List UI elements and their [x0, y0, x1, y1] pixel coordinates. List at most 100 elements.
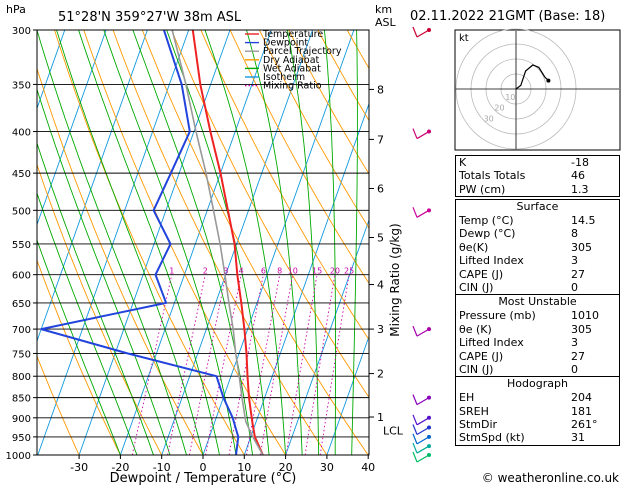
- x-axis-label: Dewpoint / Temperature (°C): [110, 471, 297, 486]
- wind-barb-feather: [412, 414, 418, 426]
- wind-barb-dot: [427, 415, 431, 420]
- right-axis-unit-km: km: [375, 3, 392, 16]
- index-label: K: [459, 156, 467, 169]
- wind-barbs: [412, 26, 431, 463]
- surface-row: θe(K) 305: [456, 241, 619, 254]
- hodo-label: EH: [459, 391, 475, 405]
- hodo-label: StmSpd (kt): [459, 431, 525, 445]
- index-label: PW (cm): [459, 182, 506, 196]
- wind-barb-dot: [427, 327, 431, 332]
- hodo-label: SREH: [459, 404, 489, 418]
- height-tick-label: 4: [377, 279, 384, 292]
- mixing-ratio-line: [188, 274, 227, 455]
- wind-barb: [416, 397, 430, 406]
- hodograph-frame: [454, 29, 621, 151]
- height-tick-label: 5: [377, 231, 384, 244]
- hodo-row: StmSpd (kt) 31: [456, 431, 619, 444]
- height-axis: 8 7 6 5 4 3 2 1: [369, 83, 384, 424]
- mixing-ratio-label: 4: [239, 267, 244, 276]
- wind-barb-feather: [412, 128, 418, 139]
- pressure-tick-label: 650: [12, 299, 31, 310]
- pressure-tick-label: 700: [12, 325, 31, 336]
- hodo-value: 204: [571, 391, 592, 405]
- location-title: 51°28'N 359°27'W 38m ASL: [58, 10, 242, 25]
- wind-barb: [416, 131, 430, 140]
- legend-label: Isotherm: [263, 72, 305, 83]
- pressure-tick-label: 950: [12, 433, 31, 444]
- hodograph-ring-label: 20: [494, 104, 504, 113]
- dry-adiabat-line: [258, 30, 369, 229]
- surface-value: 8: [571, 227, 578, 241]
- hodograph-ring-label: 10: [505, 93, 515, 102]
- pressure-tick-label: 600: [12, 271, 31, 282]
- temperature-tick-label: 30: [320, 461, 334, 474]
- mixing-ratio-line: [319, 274, 350, 455]
- wet-adiabat-line: [286, 30, 320, 455]
- mixing-ratio-label: 8: [277, 267, 282, 276]
- mixing-ratio-label: 25: [344, 267, 354, 276]
- wind-barb: [416, 328, 430, 337]
- temperature-tick-label: -20: [111, 461, 129, 474]
- surface-label: CIN (J): [459, 280, 494, 294]
- wind-barb: [416, 29, 430, 38]
- height-tick-label: 8: [377, 83, 384, 96]
- wind-barb: [416, 426, 430, 435]
- mixing-ratio-label: 15: [312, 267, 322, 276]
- surface-label: θe(K): [459, 240, 489, 254]
- mu-row: θe (K) 305: [456, 323, 619, 336]
- surface-label: Temp (°C): [459, 214, 514, 227]
- temperature-tick-label: 10: [237, 461, 251, 474]
- surface-value: 0: [571, 280, 578, 294]
- wind-barb-dot: [427, 434, 431, 439]
- dewpoint-line: [40, 30, 240, 455]
- height-tick-label: 6: [377, 182, 384, 195]
- indices-panel: K -18 Totals Totals 46 PW (cm) 1.3: [455, 155, 620, 198]
- pressure-tick-label: 550: [12, 240, 31, 251]
- surface-value: 3: [571, 254, 578, 268]
- wet-adiabats: [37, 30, 358, 455]
- dry-adiabat-line: [37, 67, 204, 455]
- wind-barb-dot: [427, 453, 431, 457]
- mixing-ratio-line: [304, 274, 336, 455]
- surface-panel: Surface Temp (°C) 14.5 Dewp (°C) 8 θe(K) 30…: [455, 199, 620, 446]
- hodograph-trace: [515, 64, 549, 90]
- index-row: K -18: [456, 156, 619, 169]
- wind-barb-dot: [427, 425, 431, 430]
- mu-value: 0: [571, 362, 578, 376]
- credit: © weatheronline.co.uk: [482, 471, 619, 485]
- wind-barb-feather: [412, 325, 418, 337]
- mixing-ratio-label: 20: [330, 267, 340, 276]
- pressure-tick-label: 750: [12, 349, 31, 360]
- wet-adiabat-line: [37, 30, 187, 455]
- index-value: -18: [571, 156, 589, 169]
- hodograph-ring-label: 30: [484, 114, 494, 123]
- mu-label: Lifted Index: [459, 336, 524, 350]
- isotherm-line: [285, 218, 369, 455]
- wind-barb: [416, 445, 430, 454]
- hodo-row: SREH 181: [456, 405, 619, 418]
- temperature-line: [191, 30, 264, 455]
- height-tick-label: 1: [377, 411, 384, 424]
- surface-title: Surface: [516, 200, 559, 213]
- pressure-tick-label: 300: [12, 26, 31, 37]
- surface-value: 305: [571, 240, 592, 254]
- wind-barb-feather: [412, 433, 418, 445]
- mixing-ratio-label: 1: [169, 267, 174, 276]
- wind-barb-feather: [412, 26, 418, 38]
- pressure-tick-label: 400: [12, 128, 31, 139]
- mixing-ratio-label: 3: [223, 267, 228, 276]
- isotherm-line: [37, 30, 190, 455]
- pressure-tick-label: 900: [12, 414, 31, 425]
- legend-label: Temperature: [262, 29, 323, 40]
- mu-label: CIN (J): [459, 362, 494, 376]
- pressure-tick-label: 850: [12, 394, 31, 405]
- right-axis-unit-asl: ASL: [375, 16, 397, 29]
- surface-row: CAPE (J) 27: [456, 268, 619, 281]
- parcel-trajectory-line: [171, 30, 264, 455]
- surface-label: Dewp (°C): [459, 227, 516, 241]
- surface-label: Lifted Index: [459, 254, 524, 268]
- mu-row: Lifted Index 3: [456, 336, 619, 349]
- mixing-ratio-line: [285, 274, 318, 455]
- surface-row: Temp (°C) 14.5: [456, 214, 619, 227]
